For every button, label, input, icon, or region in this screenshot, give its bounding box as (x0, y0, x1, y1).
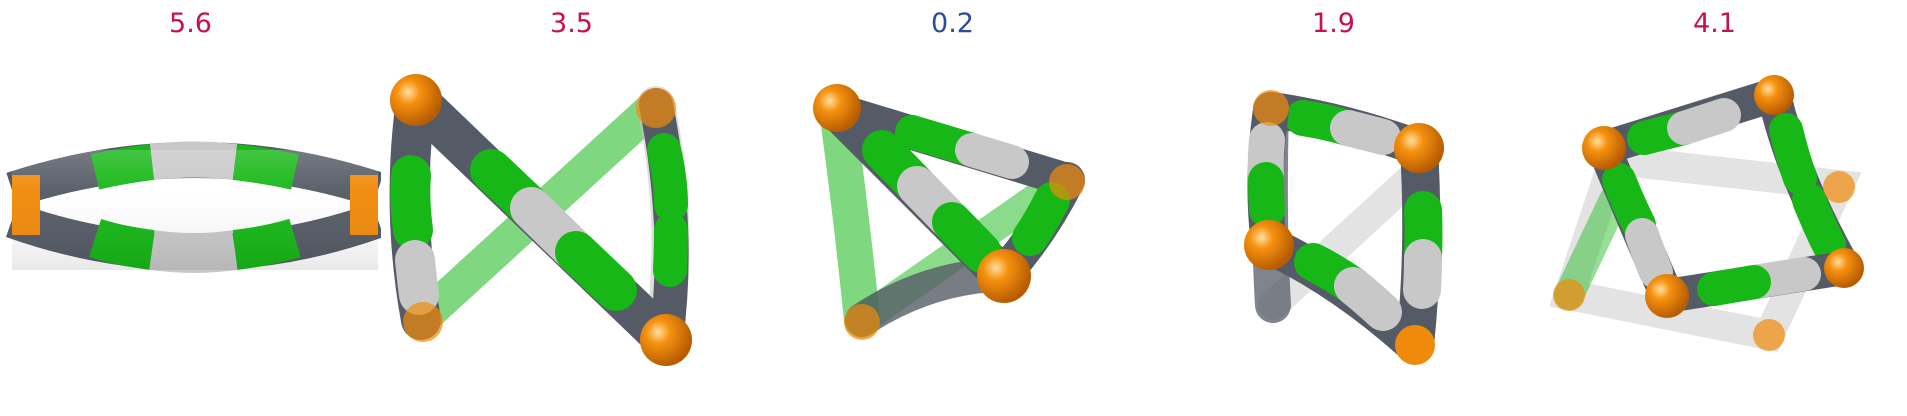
ring-ribbon-image (1244, 90, 1444, 365)
molecule-panel-5: 4.1 (1524, 0, 1905, 416)
ring-ribbon-image (5, 141, 381, 273)
ring-ribbon-image (813, 84, 1085, 340)
molecule-panel-3: 0.2 (762, 0, 1143, 416)
molecule-panel-2: 3.5 (381, 0, 762, 416)
panel-value-label: 0.2 (931, 8, 974, 39)
ring-ribbon-image (389, 74, 692, 366)
ring-ribbon-image (1549, 75, 1864, 353)
panel-value-label: 3.5 (550, 8, 593, 39)
panel-value-label: 4.1 (1693, 8, 1736, 39)
panel-value-label: 5.6 (169, 8, 212, 39)
molecule-panel-1: 5.6 (0, 0, 381, 416)
molecule-panel-4: 1.9 (1143, 0, 1524, 416)
panel-value-label: 1.9 (1312, 8, 1355, 39)
